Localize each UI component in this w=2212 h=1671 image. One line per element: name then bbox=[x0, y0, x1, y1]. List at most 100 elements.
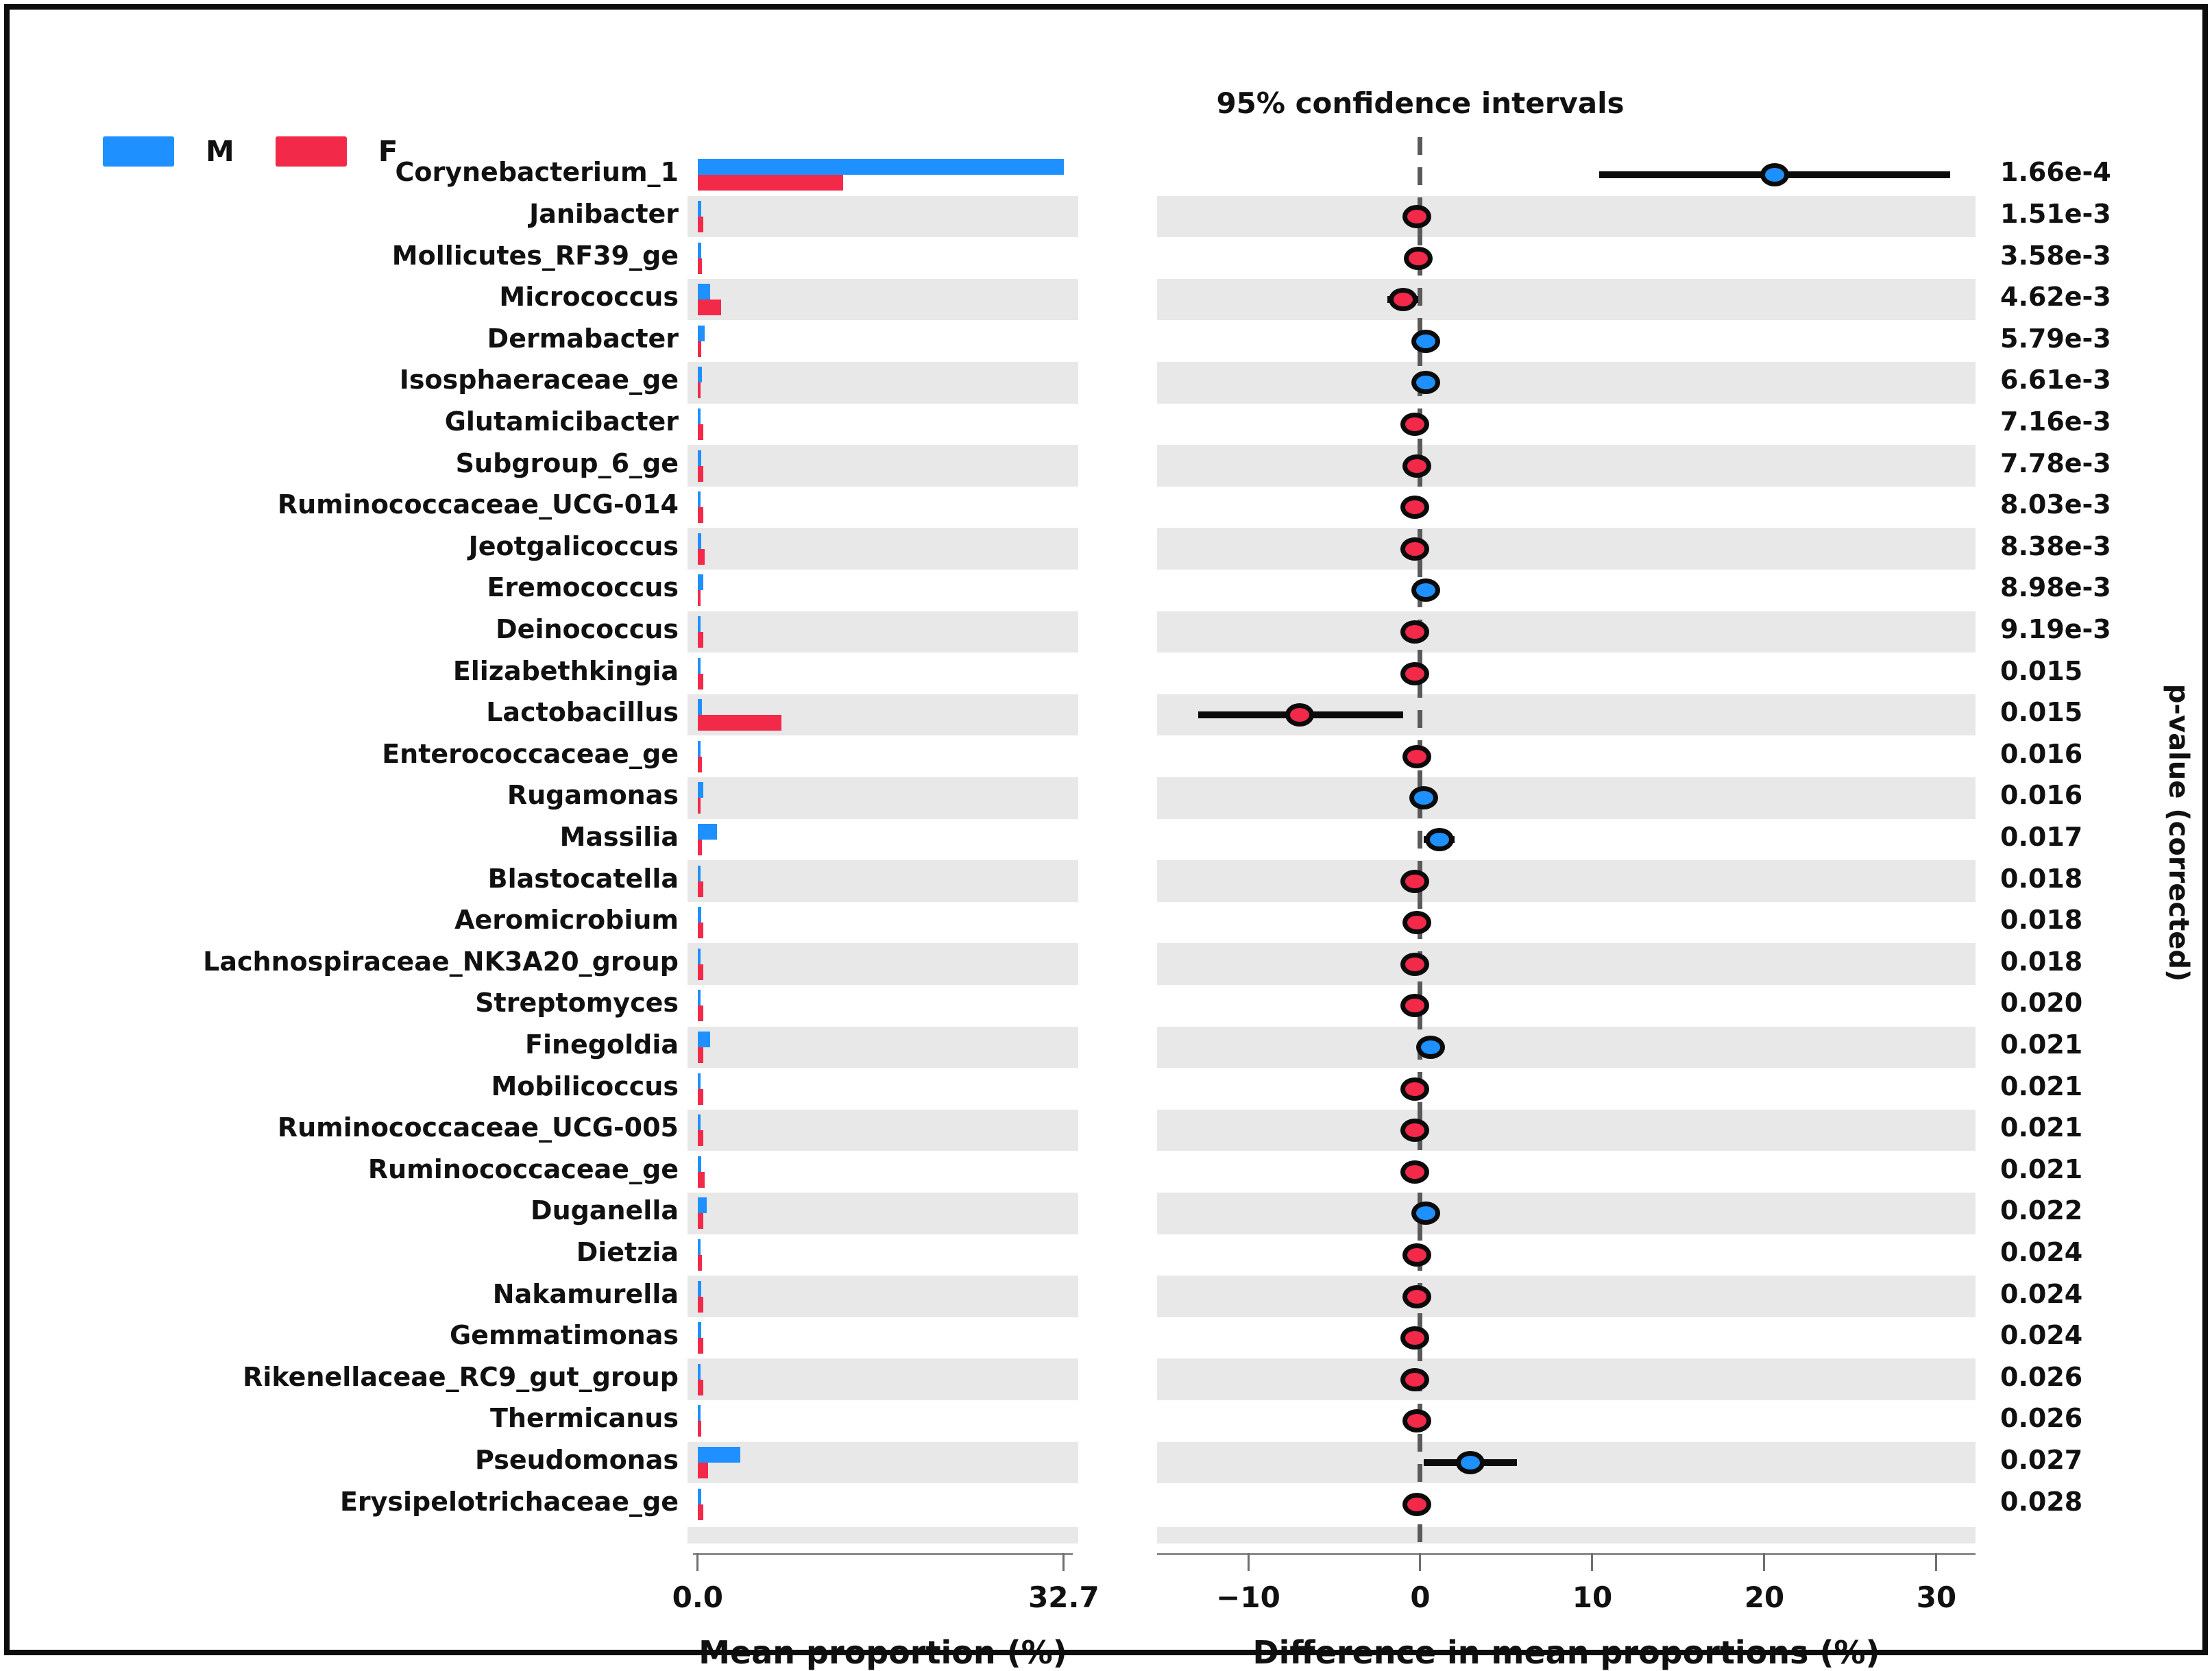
mean-proportion-bar-female bbox=[697, 507, 703, 524]
p-value: 0.024 bbox=[2000, 1278, 2083, 1309]
difference-mean-dot bbox=[1400, 1119, 1430, 1143]
x-axis-line bbox=[693, 1553, 1073, 1555]
row-stripe-band bbox=[1157, 777, 1976, 819]
axis-tick bbox=[1935, 1553, 1938, 1571]
p-value: 0.027 bbox=[2000, 1444, 2083, 1475]
p-value: 6.61e-3 bbox=[2000, 365, 2111, 395]
difference-mean-dot bbox=[1400, 620, 1430, 644]
mean-proportion-bar-female bbox=[697, 1171, 705, 1188]
right-y-axis-title: p-value (corrected) bbox=[2163, 683, 2194, 982]
taxon-label: Micrococcus bbox=[499, 282, 679, 313]
mean-proportion-bar-female bbox=[697, 424, 703, 440]
difference-mean-dot bbox=[1424, 827, 1454, 851]
mean-proportion-bar-female bbox=[697, 1379, 703, 1395]
taxon-label: Dermabacter bbox=[487, 323, 679, 354]
taxon-label: Ruminococcaceae_ge bbox=[367, 1154, 679, 1184]
mean-proportion-bar-male bbox=[697, 657, 701, 674]
difference-mean-dot bbox=[1416, 1035, 1446, 1059]
mean-proportion-bar-female bbox=[697, 258, 703, 274]
mean-proportion-bar-female bbox=[697, 798, 701, 814]
difference-mean-dot bbox=[1400, 537, 1430, 561]
taxon-label: Glutamicibacter bbox=[444, 406, 679, 437]
row-stripe-band bbox=[688, 528, 1078, 570]
mean-proportion-bar-male bbox=[697, 1197, 707, 1214]
taxon-label: Nakamurella bbox=[492, 1278, 679, 1309]
row-stripe-band bbox=[688, 1109, 1078, 1151]
difference-mean-dot bbox=[1411, 329, 1440, 353]
taxon-label: Streptomyces bbox=[475, 988, 679, 1019]
p-value: 0.015 bbox=[2000, 655, 2083, 686]
mean-proportion-bar-female bbox=[697, 756, 703, 772]
mean-proportion-bar-male bbox=[697, 200, 701, 217]
mean-proportion-bar-male bbox=[697, 242, 701, 258]
taxon-label: Rikenellaceae_RC9_gut_group bbox=[243, 1361, 679, 1392]
row-stripe-band bbox=[1157, 1441, 1976, 1484]
taxon-label: Rugamonas bbox=[507, 780, 679, 811]
difference-mean-dot bbox=[1400, 1160, 1430, 1184]
mean-proportion-bar-female bbox=[697, 923, 703, 939]
taxon-label: Ruminococcaceae_UCG-014 bbox=[277, 489, 679, 520]
mean-proportion-bar-female bbox=[697, 1213, 703, 1230]
row-stripe-band bbox=[1157, 860, 1976, 902]
mean-proportion-bar-male bbox=[697, 533, 701, 549]
mean-proportion-bar-male bbox=[697, 1446, 740, 1463]
mean-proportion-bar-female bbox=[697, 1005, 703, 1022]
mean-proportion-bar-female bbox=[697, 216, 703, 232]
difference-mean-dot bbox=[1409, 786, 1438, 810]
axis-tick-label: 0 bbox=[1410, 1581, 1431, 1614]
taxon-label: Subgroup_6_ge bbox=[455, 448, 679, 478]
taxon-label: Pseudomonas bbox=[475, 1444, 679, 1475]
row-stripe-band bbox=[688, 777, 1078, 819]
mean-proportion-bar-female bbox=[697, 673, 703, 690]
mean-proportion-bar-male bbox=[697, 284, 710, 300]
difference-mean-dot bbox=[1402, 1409, 1431, 1433]
mean-proportion-bar-female bbox=[697, 341, 701, 357]
difference-mean-dot bbox=[1400, 994, 1430, 1018]
mean-proportion-bar-male bbox=[697, 782, 703, 798]
p-value: 7.16e-3 bbox=[2000, 406, 2111, 437]
axis-tick bbox=[1419, 1553, 1422, 1571]
difference-mean-dot bbox=[1400, 869, 1430, 893]
mean-proportion-bar-male bbox=[697, 1073, 701, 1089]
taxon-label: Duganella bbox=[531, 1195, 679, 1226]
row-stripe-band bbox=[688, 1358, 1078, 1400]
row-stripe-band bbox=[1157, 1526, 1976, 1544]
p-value: 0.022 bbox=[2000, 1195, 2083, 1226]
mean-proportion-bar-male bbox=[697, 1031, 710, 1047]
row-stripe-band bbox=[1157, 278, 1976, 321]
p-value: 0.021 bbox=[2000, 1154, 2083, 1184]
p-value: 0.015 bbox=[2000, 697, 2083, 728]
difference-mean-dot bbox=[1402, 911, 1431, 935]
taxon-label: Eremococcus bbox=[487, 572, 679, 603]
mean-proportion-bar-male bbox=[697, 159, 1064, 175]
mean-proportion-bar-female bbox=[697, 964, 703, 980]
p-value: 8.98e-3 bbox=[2000, 572, 2111, 603]
mean-proportion-bar-male bbox=[697, 367, 703, 383]
mean-proportion-bar-female bbox=[697, 1338, 703, 1354]
p-value: 8.38e-3 bbox=[2000, 530, 2111, 561]
p-value: 1.51e-3 bbox=[2000, 198, 2111, 229]
taxon-label: Lactobacillus bbox=[486, 697, 679, 728]
row-stripe-band bbox=[1157, 362, 1976, 404]
difference-mean-dot bbox=[1411, 371, 1440, 395]
row-stripe-band bbox=[688, 1026, 1078, 1069]
p-value: 8.03e-3 bbox=[2000, 489, 2111, 520]
difference-mean-dot bbox=[1388, 288, 1418, 312]
row-stripe-band bbox=[688, 445, 1078, 487]
axis-tick bbox=[1247, 1553, 1250, 1571]
p-value: 0.024 bbox=[2000, 1320, 2083, 1351]
p-value: 0.026 bbox=[2000, 1361, 2083, 1392]
taxon-label: Mollicutes_RF39_ge bbox=[391, 240, 679, 271]
p-value: 0.024 bbox=[2000, 1236, 2083, 1267]
row-stripe-band bbox=[1157, 1276, 1976, 1317]
taxon-label: Ruminococcaceae_UCG-005 bbox=[277, 1112, 679, 1143]
taxon-label: Isosphaeraceae_ge bbox=[399, 365, 679, 395]
mean-proportion-bar-male bbox=[697, 574, 703, 591]
difference-mean-dot bbox=[1285, 703, 1315, 727]
taxon-label: Elizabethkingia bbox=[452, 655, 679, 686]
axis-tick bbox=[696, 1553, 699, 1571]
p-value: 0.028 bbox=[2000, 1486, 2083, 1517]
taxon-label: Dietzia bbox=[576, 1236, 679, 1267]
mean-proportion-bar-female bbox=[697, 1088, 703, 1105]
